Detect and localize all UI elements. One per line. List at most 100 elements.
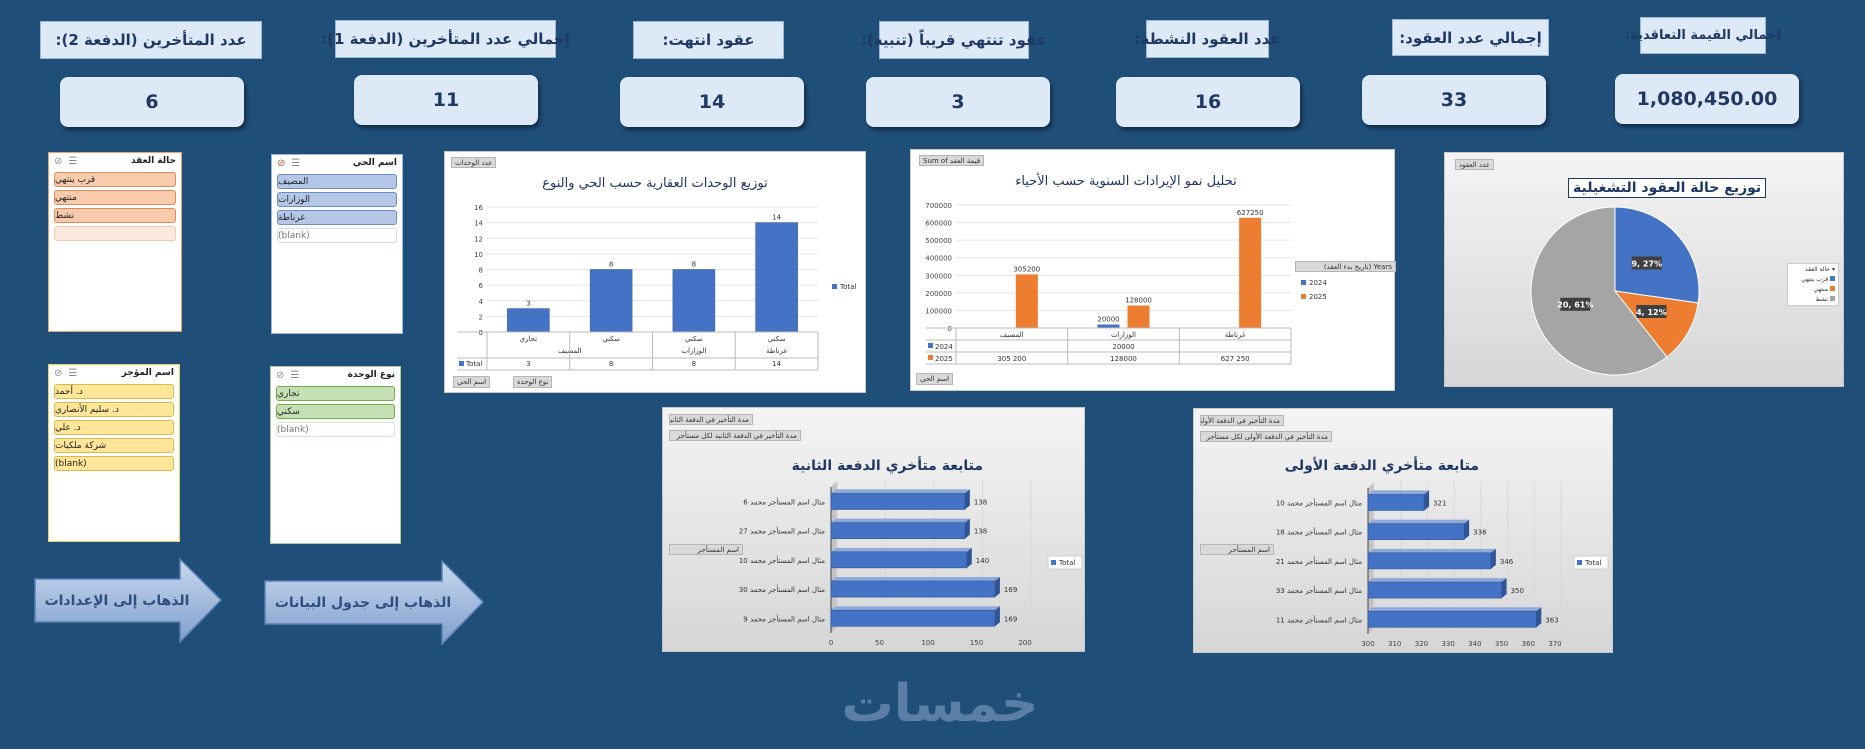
slicer-item-wezarat[interactable]: الوزارات xyxy=(277,192,397,207)
kpi-active-contracts: 16 xyxy=(1116,77,1300,127)
clear-filter-icon[interactable]: ⊘ xyxy=(54,155,63,167)
y-tick-label: 0 xyxy=(479,329,483,337)
x-category-label: سكني xyxy=(602,335,620,343)
late-second-payment-chart[interactable]: مدة التأخير في الدفعة الثانية مدة التأخي… xyxy=(662,407,1085,652)
y-tick-label: 500000 xyxy=(925,237,952,245)
late2-filter-1[interactable]: مدة التأخير في الدفعة الثانية xyxy=(669,414,753,425)
table-cell: 627 250 xyxy=(1221,355,1250,363)
units-chart-title: توزيع الوحدات العقارية حسب الحي والنوع xyxy=(542,176,768,191)
units-field-button[interactable]: عدد الوحدات xyxy=(451,157,497,168)
y-category-label: مثال اسم المستأجر محمد 11 xyxy=(1276,614,1362,624)
slicer-item-ahmad[interactable]: د. أحمد xyxy=(54,384,174,399)
late2-filter-2[interactable]: مدة التأخير في الدفعة الثانية لكل مستأجر xyxy=(669,430,801,441)
y-tick-label: 600000 xyxy=(925,220,952,228)
pie-legend-item: منتهي xyxy=(1791,286,1835,293)
bar xyxy=(1367,581,1502,599)
kpi-expiring-soon: 3 xyxy=(866,77,1050,127)
go-to-settings-button[interactable]: الذهاب إلى الإعدادات xyxy=(33,557,223,644)
multi-select-icon[interactable]: ☰ xyxy=(291,157,301,169)
y-tick-label: 700000 xyxy=(925,202,952,210)
slicer-tenant[interactable]: اسم المؤجر ⊘ ☰ د. أحمد د. سليم الأنصاري د… xyxy=(48,364,180,542)
y-category-label: مثال اسم المستأجر محمد 9 xyxy=(743,613,825,623)
pie-plot: 9, 27% 4, 12% 20, 61% xyxy=(1530,206,1700,376)
y-tick-label: 6 xyxy=(479,282,484,290)
table-cell: 14 xyxy=(772,360,781,368)
units-axis-button-district[interactable]: اسم الحي xyxy=(453,376,491,388)
slicer-item-ali[interactable]: د. علي xyxy=(54,420,174,435)
revenue-axis-button[interactable]: اسم الحي xyxy=(916,373,954,385)
revenue-field-button[interactable]: Sum of قيمة العقد xyxy=(919,155,985,166)
slicer-contract-status[interactable]: حالة العقد ⊘ ☰ قرب ينتهي منتهي نشط xyxy=(48,152,182,332)
y-tick-label: 4 xyxy=(479,298,484,306)
legend-key xyxy=(1301,280,1306,285)
y-tick-label: 2 xyxy=(479,313,483,321)
slicer-item-salim[interactable]: د. سليم الأنصاري xyxy=(54,402,174,417)
slicer-title: نوع الوحدة xyxy=(347,370,395,380)
slicer-item-blank[interactable]: (blank) xyxy=(54,456,174,471)
slicer-item-expired[interactable]: منتهي xyxy=(54,190,176,205)
clear-filter-icon[interactable]: ⊘ xyxy=(54,367,63,379)
data-label: 321 xyxy=(1433,499,1446,507)
multi-select-icon[interactable]: ☰ xyxy=(68,367,78,379)
revenue-years-legend-button[interactable]: Years (تاريخ بدء العقد) xyxy=(1295,261,1396,272)
units-plot: 0 2 4 6 8 10 12 14 16 3 تجاري 3 8 سكني 8 8 سكني 8 14 سكني 14… xyxy=(457,204,856,371)
clear-filter-icon[interactable]: ⊘ xyxy=(277,157,286,169)
bar-side xyxy=(1536,607,1542,628)
pie-legend-item: قرب ينتهي xyxy=(1791,276,1835,283)
revenue-growth-chart[interactable]: Sum of قيمة العقد تحليل نمو الإيرادات ال… xyxy=(910,149,1396,391)
slicer-district[interactable]: اسم الحي ⊘ ☰ المصيف الوزارات غرناطة (blan… xyxy=(271,154,403,334)
go-to-data-table-button[interactable]: الذهاب إلى جدول البيانات xyxy=(263,559,485,646)
y-category-label: مثال اسم المستأجر محمد 21 xyxy=(1276,556,1362,566)
x-tick-label: 200 xyxy=(1018,639,1031,647)
multi-select-icon[interactable]: ☰ xyxy=(68,155,78,167)
kpi-late-first-payment: 11 xyxy=(354,75,538,125)
x-tick-label: 300 xyxy=(1361,640,1374,648)
slicer-item-blank[interactable]: (blank) xyxy=(276,422,395,437)
x-category-label: تجاري xyxy=(520,335,538,343)
pie-field-button[interactable]: عدد العقود xyxy=(1455,159,1494,170)
units-distribution-chart[interactable]: عدد الوحدات توزيع الوحدات العقارية حسب ا… xyxy=(444,151,866,393)
bar-2024 xyxy=(1097,324,1120,328)
slicer-item-masif[interactable]: المصيف xyxy=(277,174,397,189)
kpi-total-contracts: 33 xyxy=(1362,75,1546,125)
contracts-status-pie-chart[interactable]: عدد العقود توزيع حالة العقود التشغيلية 9… xyxy=(1444,152,1844,387)
slicer-item-commercial[interactable]: تجاري xyxy=(276,386,395,401)
slicer-item-expiring[interactable]: قرب ينتهي xyxy=(54,172,176,187)
x-category-label: سكني xyxy=(768,335,786,343)
y-tick-label: 10 xyxy=(474,251,483,259)
table-cell: 8 xyxy=(692,360,696,368)
slicer-item-residential[interactable]: سكني xyxy=(276,404,395,419)
units-axis-button-type[interactable]: نوع الوحدة xyxy=(513,376,553,388)
kpi-expiring-soon-label: عقود تنتهي قريباً (تنبيه): xyxy=(861,21,1047,59)
x-tick-label: 350 xyxy=(1495,640,1508,648)
late1-axis-button[interactable]: اسم المستأجر xyxy=(1200,544,1274,555)
x-tick-label: 150 xyxy=(970,639,983,647)
data-label: 346 xyxy=(1500,558,1514,566)
slicer-item-company[interactable]: شركة ملكيات xyxy=(54,438,174,453)
late-first-payment-chart[interactable]: مدة التأخير في الدفعة الأولى مدة التأخير… xyxy=(1193,408,1613,653)
kpi-late-first-payment-label: إجمالي عدد المتأخرين (الدفعة 1): xyxy=(321,20,570,58)
table-series-name: Total xyxy=(465,360,482,368)
clear-filter-icon[interactable]: ⊘ xyxy=(276,369,285,381)
x-tick-label: 320 xyxy=(1415,640,1428,648)
kpi-active-contracts-label: عدد العقود النشطة: xyxy=(1134,20,1281,58)
slicer-unit-type[interactable]: نوع الوحدة ⊘ ☰ تجاري سكني (blank) xyxy=(270,366,401,544)
slicer-item-blank[interactable]: (blank) xyxy=(277,228,397,243)
bar xyxy=(755,222,798,333)
slicer-item-active[interactable]: نشط xyxy=(54,208,176,223)
bar xyxy=(830,522,966,539)
late1-filter-1[interactable]: مدة التأخير في الدفعة الأولى xyxy=(1200,415,1284,426)
data-label: 138 xyxy=(974,528,987,536)
slicer-item-ghernata[interactable]: غرناطة xyxy=(277,210,397,225)
multi-select-icon[interactable]: ☰ xyxy=(290,369,300,381)
slicer-item-empty[interactable] xyxy=(54,226,176,241)
bar-top xyxy=(831,489,970,494)
late2-axis-button[interactable]: اسم المستأجر xyxy=(669,544,743,555)
x-tick-label: 100 xyxy=(921,639,934,647)
table-series-key xyxy=(928,355,933,360)
pie-legend-title[interactable]: ▾ حالة العقد xyxy=(1805,266,1835,273)
late1-filter-2[interactable]: مدة التأخير في الدفعة الأولى لكل مستأجر xyxy=(1200,431,1332,442)
pie-legend-item: نشط xyxy=(1791,296,1835,303)
legend-label: Total xyxy=(1584,559,1601,567)
pie-slice xyxy=(1530,206,1668,376)
